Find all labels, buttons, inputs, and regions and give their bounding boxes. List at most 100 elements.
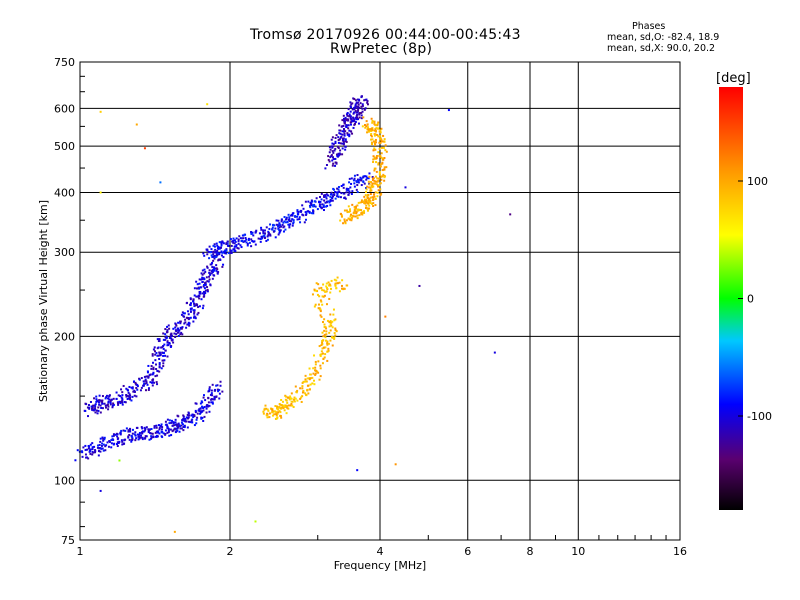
data-point xyxy=(282,405,285,408)
data-point xyxy=(368,128,371,131)
data-point xyxy=(342,124,345,127)
data-point xyxy=(250,245,253,248)
data-point xyxy=(196,412,199,415)
data-point xyxy=(166,329,169,332)
data-point xyxy=(330,191,333,194)
data-point xyxy=(283,216,286,219)
data-point xyxy=(271,408,274,411)
data-point xyxy=(320,286,323,289)
data-point xyxy=(245,238,248,241)
data-point xyxy=(370,134,373,137)
data-point xyxy=(265,407,268,410)
data-point xyxy=(290,220,293,223)
data-point xyxy=(366,103,369,106)
data-point xyxy=(121,440,124,443)
data-point xyxy=(267,231,270,234)
data-point xyxy=(355,105,358,108)
data-point xyxy=(277,227,280,230)
data-point xyxy=(378,184,381,187)
data-point xyxy=(84,444,87,447)
data-point xyxy=(105,396,108,399)
data-point xyxy=(314,366,317,369)
data-point xyxy=(107,445,110,448)
data-point xyxy=(360,184,363,187)
data-point xyxy=(363,211,366,214)
data-point xyxy=(345,191,348,194)
data-point xyxy=(371,202,374,205)
data-point xyxy=(222,263,225,266)
data-point xyxy=(103,436,106,439)
data-point xyxy=(378,154,381,157)
data-point xyxy=(341,119,344,122)
data-point xyxy=(136,385,139,388)
data-point xyxy=(345,140,348,143)
data-point xyxy=(139,436,142,439)
data-point xyxy=(128,385,131,388)
data-point xyxy=(287,404,290,407)
data-point xyxy=(338,190,341,193)
data-point xyxy=(333,336,336,339)
data-point xyxy=(360,117,363,120)
data-point xyxy=(96,400,99,403)
data-point xyxy=(328,331,331,334)
data-point xyxy=(221,265,224,268)
data-point xyxy=(210,401,213,404)
data-point xyxy=(164,328,167,331)
data-point xyxy=(304,374,307,377)
data-point xyxy=(375,133,378,136)
data-point xyxy=(147,428,150,431)
data-point xyxy=(349,110,352,113)
data-point xyxy=(317,371,320,374)
data-point xyxy=(153,426,156,429)
data-point xyxy=(371,196,374,199)
data-point xyxy=(150,428,153,431)
data-point xyxy=(148,428,151,431)
data-point xyxy=(135,437,138,440)
data-point xyxy=(157,431,160,434)
data-point xyxy=(115,391,118,394)
data-point xyxy=(318,201,321,204)
data-point xyxy=(203,254,206,257)
data-point xyxy=(102,443,105,446)
data-point xyxy=(196,283,199,286)
data-point xyxy=(127,435,130,438)
data-point xyxy=(229,251,232,254)
data-point xyxy=(204,399,207,402)
data-point xyxy=(206,253,209,256)
data-point xyxy=(233,242,236,245)
data-point xyxy=(350,219,353,222)
data-point xyxy=(115,432,118,435)
data-point xyxy=(224,249,227,252)
x-tick-label: 6 xyxy=(464,545,471,558)
data-point xyxy=(331,142,334,145)
data-point xyxy=(278,226,281,229)
data-point xyxy=(201,269,204,272)
data-point xyxy=(310,200,313,203)
data-point xyxy=(170,335,173,338)
data-point xyxy=(370,189,373,192)
data-point xyxy=(323,195,326,198)
data-point xyxy=(120,429,123,432)
data-point xyxy=(270,407,273,410)
data-point xyxy=(372,202,375,205)
data-point xyxy=(334,190,337,193)
data-point xyxy=(367,128,370,131)
data-point xyxy=(170,337,173,340)
data-point xyxy=(322,289,325,292)
data-point xyxy=(192,300,195,303)
data-point xyxy=(133,390,136,393)
data-point xyxy=(186,426,189,429)
data-point xyxy=(288,224,291,227)
data-point xyxy=(152,371,155,374)
data-point xyxy=(301,395,304,398)
data-point xyxy=(173,530,176,533)
data-point xyxy=(239,244,242,247)
data-point xyxy=(208,278,211,281)
data-point xyxy=(147,375,150,378)
data-point xyxy=(119,402,122,405)
data-point xyxy=(166,325,169,328)
data-point xyxy=(291,218,294,221)
data-point xyxy=(152,435,155,438)
data-point xyxy=(354,121,357,124)
data-point xyxy=(369,189,372,192)
